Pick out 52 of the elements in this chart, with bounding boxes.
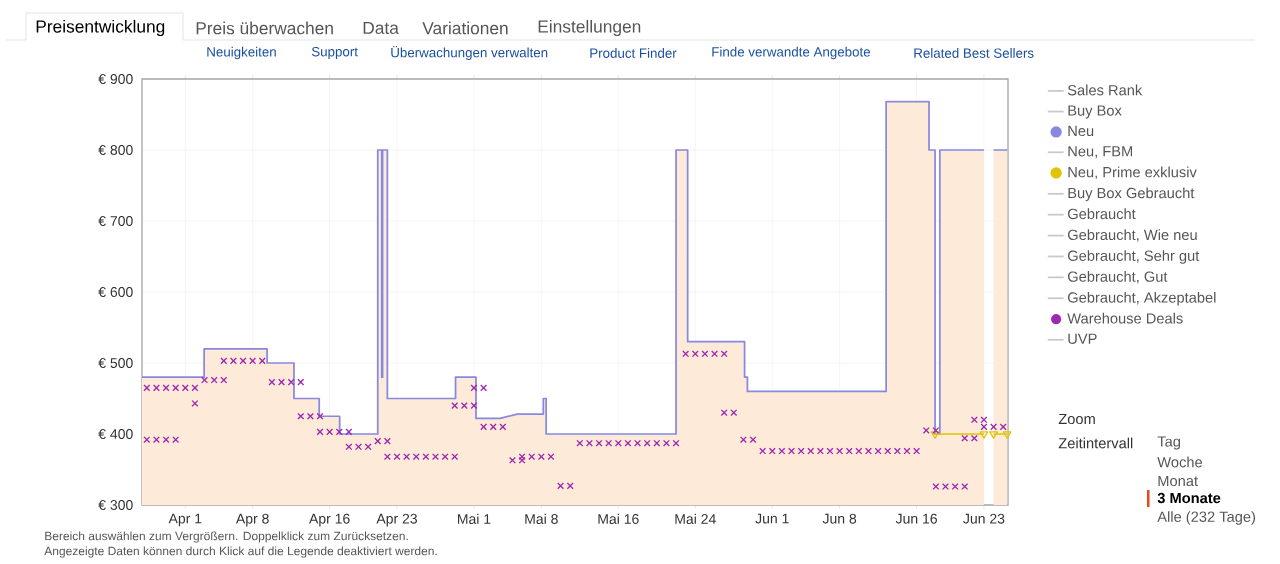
x-tick-label: Apr 23 xyxy=(376,513,417,527)
x-tick-label: Jun 16 xyxy=(895,513,937,524)
text: Angezeigte Daten können durch Klick auf die Legende deaktiviert werden. xyxy=(44,546,437,558)
text: Woche xyxy=(1157,456,1203,468)
text: Data xyxy=(363,21,399,35)
text: Finde verwandte Angebote xyxy=(712,46,871,60)
x-tick-label: Mai 16 xyxy=(598,513,639,524)
y-tick-label: € 500 xyxy=(98,358,133,368)
y-tick-label: € 400 xyxy=(98,429,133,439)
y-tick-label: € 600 xyxy=(98,287,133,297)
y-tick-label: € 700 xyxy=(98,216,133,226)
text: Überwachungen verwalten xyxy=(391,46,548,60)
text: Neuigkeiten xyxy=(207,46,276,60)
legend-label: Gebraucht, Wie neu xyxy=(1067,229,1197,242)
legend-label: Buy Box xyxy=(1068,105,1122,119)
text: Variationen xyxy=(422,21,508,35)
legend-label: Neu, FBM xyxy=(1068,146,1133,159)
text: Zeitintervall xyxy=(1058,437,1133,449)
x-tick-label: Mai 1 xyxy=(458,513,491,524)
legend-label: Warehouse Deals xyxy=(1067,312,1183,324)
text: Alle (232 Tage) xyxy=(1157,511,1256,525)
x-tick-label: Mai 24 xyxy=(675,513,716,524)
text: Related Best Sellers xyxy=(914,48,1034,58)
legend-label: Gebraucht, Gut xyxy=(1067,271,1168,284)
legend-label: Neu, Prime exklusiv xyxy=(1068,166,1197,180)
x-tick-label: Apr 8 xyxy=(235,513,269,527)
legend-label: Gebraucht, Akzeptabel xyxy=(1067,291,1216,306)
text: Zoom xyxy=(1058,413,1095,425)
x-tick-label: Apr 16 xyxy=(309,513,350,527)
text: Bereich auswählen zum Vergrößern. Doppelklick zum Zurücksetzen. xyxy=(45,531,408,543)
y-tick-label: € 300 xyxy=(98,500,133,510)
legend-label: Gebraucht xyxy=(1067,208,1136,220)
y-tick-label: € 900 xyxy=(98,74,133,84)
text: Preisentwicklung xyxy=(36,19,165,37)
text: Product Finder xyxy=(590,48,677,58)
y-tick-label: € 800 xyxy=(98,145,133,155)
text: 3 Monate xyxy=(1157,492,1221,504)
legend-label: UVP xyxy=(1068,333,1097,344)
x-tick-label: Apr 1 xyxy=(168,513,202,527)
text: Tag xyxy=(1157,436,1180,450)
text: Monat xyxy=(1158,475,1198,487)
text: Preis überwachen xyxy=(196,21,333,35)
text: Einstellungen xyxy=(538,19,641,37)
x-tick-label: Jun 1 xyxy=(755,513,789,524)
legend-label: Gebraucht, Sehr gut xyxy=(1067,250,1200,264)
legend-label: Buy Box Gebraucht xyxy=(1068,187,1195,202)
x-tick-label: Mai 8 xyxy=(525,513,558,524)
legend-label: Sales Rank xyxy=(1067,84,1143,96)
x-tick-label: Jun 23 xyxy=(963,513,1005,524)
x-tick-label: Jun 8 xyxy=(822,513,857,524)
legend-label: Neu xyxy=(1068,125,1094,137)
text: Support xyxy=(311,46,358,60)
